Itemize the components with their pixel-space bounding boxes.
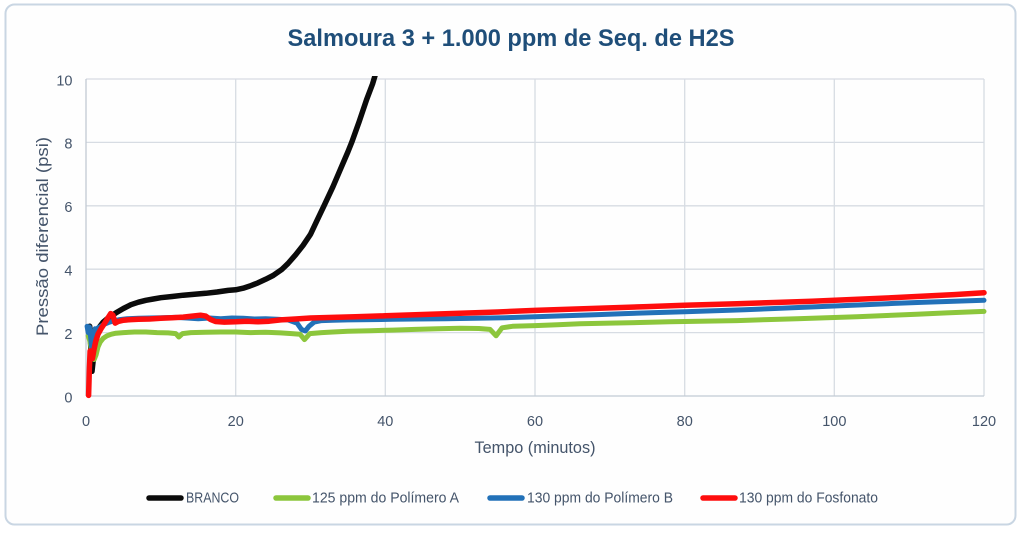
svg-text:Tempo (minutos): Tempo (minutos) bbox=[475, 438, 596, 457]
svg-text:2: 2 bbox=[64, 327, 72, 343]
svg-text:130 ppm do Fosfonato: 130 ppm do Fosfonato bbox=[739, 491, 878, 507]
svg-text:80: 80 bbox=[677, 414, 693, 430]
svg-text:20: 20 bbox=[228, 414, 244, 430]
svg-text:10: 10 bbox=[56, 73, 72, 89]
svg-text:120: 120 bbox=[972, 414, 996, 430]
svg-text:BRANCO: BRANCO bbox=[186, 491, 239, 507]
svg-text:100: 100 bbox=[822, 414, 846, 430]
svg-text:60: 60 bbox=[527, 414, 543, 430]
svg-text:8: 8 bbox=[64, 137, 72, 153]
svg-text:0: 0 bbox=[64, 390, 72, 406]
svg-text:125 ppm do Polímero A: 125 ppm do Polímero A bbox=[312, 491, 459, 507]
svg-text:40: 40 bbox=[377, 414, 393, 430]
svg-text:4: 4 bbox=[64, 264, 72, 280]
svg-text:6: 6 bbox=[64, 200, 72, 216]
svg-text:Salmoura 3 + 1.000 ppm de Seq.: Salmoura 3 + 1.000 ppm de Seq. de H2S bbox=[288, 25, 735, 52]
svg-text:130 ppm do Polímero B: 130 ppm do Polímero B bbox=[527, 491, 673, 507]
svg-text:Pressão diferencial (psi): Pressão diferencial (psi) bbox=[33, 137, 52, 336]
svg-text:0: 0 bbox=[82, 414, 90, 430]
